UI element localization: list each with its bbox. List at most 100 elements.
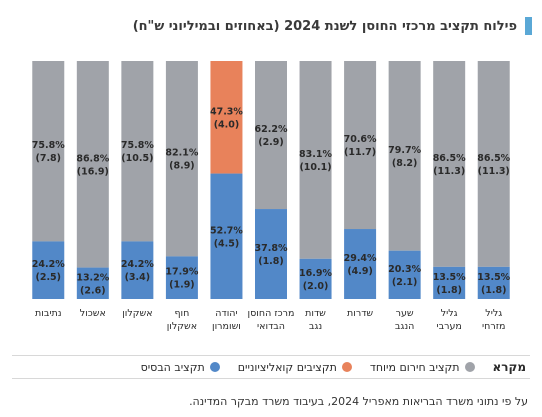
category-label: שער (396, 308, 414, 319)
chart-title-row: פילוח תקציב מרכזי החוסן לשנת 2024 (באחוז… (10, 14, 532, 38)
bar-segment-top (299, 61, 332, 259)
category-label: יהודה (215, 308, 237, 319)
data-label-top-amount: (2.9) (258, 137, 284, 148)
legend-item-coalition: תקציבים קואליציוניים (238, 361, 352, 374)
bar-segment-bottom (477, 266, 510, 299)
data-label-bottom-amount: (4.5) (214, 238, 240, 249)
category-label: שדות (305, 308, 326, 319)
data-label-top-amount: (10.5) (121, 153, 153, 164)
category-label: אשקלון (122, 308, 152, 319)
data-label-top-amount: (7.8) (36, 153, 62, 164)
bar-segment-top (76, 61, 109, 268)
bar-segment-top (433, 61, 466, 267)
data-label-bottom-amount: (2.1) (392, 277, 418, 288)
data-label-top-amount: (4.0) (214, 119, 240, 130)
data-label-top-pct: 86.5% (433, 153, 466, 164)
source-note: על פי נתוני משרד הבריאות מאפריל 2024, בע… (189, 395, 528, 408)
data-label-top-pct: 75.8% (32, 140, 65, 151)
data-label-bottom-pct: 13.5% (477, 272, 510, 283)
chart-title: פילוח תקציב מרכזי החוסן לשנת 2024 (באחוז… (132, 18, 517, 34)
category-label: מערבי (436, 321, 461, 332)
data-label-top-pct: 70.6% (344, 134, 377, 145)
bar-segment-top (210, 61, 243, 174)
data-label-bottom-pct: 13.2% (76, 272, 109, 283)
data-label-bottom-amount: (2.5) (36, 272, 62, 283)
data-label-bottom-amount: (1.8) (258, 256, 284, 267)
bar-segment-top (344, 61, 377, 230)
legend-swatch-basis (209, 362, 220, 372)
data-label-bottom-amount: (3.4) (125, 272, 151, 283)
data-label-bottom-amount: (1.8) (436, 285, 462, 296)
data-label-top-amount: (11.3) (478, 166, 510, 177)
legend-item-emergency: תקציב חירום מיוחד (370, 361, 475, 374)
data-label-top-pct: 75.8% (121, 140, 154, 151)
category-label: שדרות (347, 308, 373, 319)
bar-segment-top (477, 61, 510, 267)
category-label: חוף (174, 308, 189, 319)
bar-segment-top (165, 61, 198, 257)
data-label-bottom-amount: (1.9) (169, 280, 195, 291)
bar-segment-bottom (299, 258, 332, 299)
category-label: נתיבות (35, 308, 62, 319)
category-label: מזרחי (482, 321, 505, 332)
data-label-bottom-amount: (2.0) (303, 281, 329, 292)
data-label-bottom-pct: 52.7% (210, 225, 243, 236)
data-label-top-amount: (10.1) (299, 162, 331, 173)
data-label-top-amount: (16.9) (77, 166, 109, 177)
bar-segment-top (32, 61, 65, 242)
bar-segment-bottom (255, 209, 287, 299)
data-label-top-pct: 47.3% (210, 106, 243, 117)
data-label-bottom-pct: 13.5% (433, 272, 466, 283)
category-label: הנגב (395, 321, 414, 332)
data-label-bottom-amount: (4.9) (347, 266, 373, 277)
data-label-bottom-pct: 17.9% (165, 267, 198, 278)
data-label-top-pct: 86.5% (477, 153, 510, 164)
bar-segment-bottom (388, 250, 421, 299)
data-label-bottom-pct: 29.4% (344, 253, 377, 264)
data-label-bottom-pct: 24.2% (121, 259, 154, 270)
data-label-bottom-pct: 37.8% (255, 243, 288, 254)
data-label-top-pct: 82.1% (165, 148, 198, 159)
legend-title: מקרא (492, 360, 526, 374)
bar-segment-bottom (210, 173, 243, 299)
category-label: ושומרון (212, 321, 241, 332)
category-label: נגב (309, 321, 322, 332)
data-label-top-amount: (8.9) (169, 161, 195, 172)
bar-segment-top (255, 61, 287, 210)
bar-segment-top (121, 61, 154, 242)
bar-segment-top (388, 61, 421, 251)
bar-segment-bottom (344, 229, 377, 299)
data-label-bottom-amount: (1.8) (481, 285, 507, 296)
data-label-bottom-pct: 24.2% (32, 259, 65, 270)
category-label: מרכז החוסן (248, 308, 295, 319)
data-label-bottom-pct: 16.9% (299, 268, 332, 279)
category-label: אשכול (80, 308, 106, 319)
data-label-bottom-amount: (2.6) (80, 285, 106, 296)
data-label-top-amount: (11.7) (344, 147, 376, 158)
legend-swatch-emergency (464, 362, 475, 372)
title-accent-bar (525, 17, 532, 35)
data-label-bottom-pct: 20.3% (388, 264, 421, 275)
data-label-top-amount: (11.3) (433, 166, 465, 177)
category-label: אשקלון (167, 321, 197, 332)
data-label-top-pct: 79.7% (388, 145, 421, 156)
category-label: הבדואי (257, 321, 285, 332)
legend-item-basis: תקציב הבסיס (141, 361, 220, 374)
data-label-top-pct: 86.8% (76, 153, 109, 164)
bar-segment-bottom (165, 256, 198, 299)
bar-segment-bottom (76, 267, 109, 299)
data-label-top-pct: 62.2% (255, 124, 288, 135)
legend-swatch-coalition (341, 362, 352, 372)
legend-label-basis: תקציב הבסיס (140, 360, 205, 374)
category-label: גליל (485, 308, 502, 319)
category-label: גליל (441, 308, 458, 319)
bar-segment-bottom (433, 266, 466, 299)
legend: מקרא תקציב חירום מיוחד תקציבים קואליציונ… (12, 355, 530, 379)
data-label-top-pct: 83.1% (299, 149, 332, 160)
legend-label-emergency: תקציב חירום מיוחד (369, 360, 460, 374)
chart-svg: 75.8% (7.8) 24.2% (2.5) נתיבות 86.8% (16.9) 13.… (32, 61, 511, 332)
legend-label-coalition: תקציבים קואליציוניים (237, 360, 337, 374)
data-label-top-amount: (8.2) (392, 158, 418, 169)
stacked-bar-chart: 75.8% (7.8) 24.2% (2.5) נתיבות 86.8% (16.9) 13.… (0, 50, 542, 340)
bar-segment-bottom (121, 241, 154, 299)
